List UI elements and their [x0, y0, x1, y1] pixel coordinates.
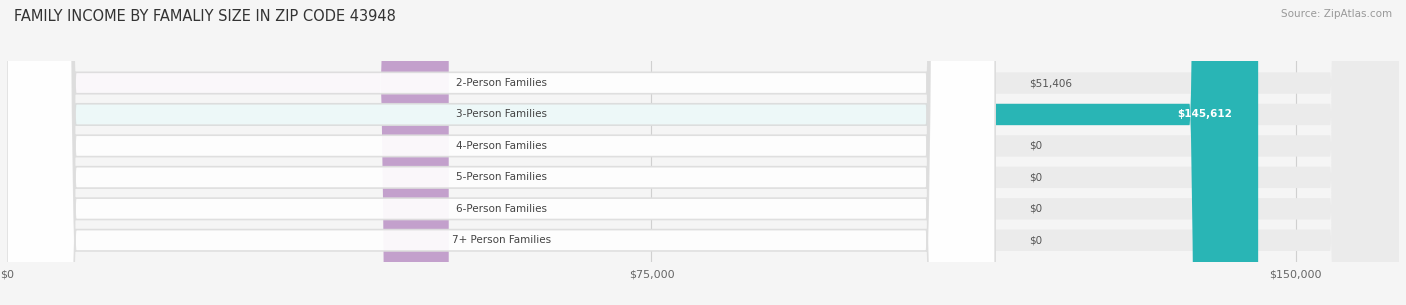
- Text: $0: $0: [1029, 204, 1043, 214]
- Text: $51,406: $51,406: [1029, 78, 1073, 88]
- FancyBboxPatch shape: [7, 0, 449, 305]
- FancyBboxPatch shape: [7, 0, 1399, 305]
- FancyBboxPatch shape: [7, 0, 1399, 305]
- Text: Source: ZipAtlas.com: Source: ZipAtlas.com: [1281, 9, 1392, 19]
- FancyBboxPatch shape: [7, 0, 995, 305]
- Text: 5-Person Families: 5-Person Families: [456, 172, 547, 182]
- FancyBboxPatch shape: [7, 0, 995, 305]
- Text: 6-Person Families: 6-Person Families: [456, 204, 547, 214]
- Text: $0: $0: [1029, 235, 1043, 245]
- FancyBboxPatch shape: [7, 0, 995, 305]
- FancyBboxPatch shape: [7, 0, 1258, 305]
- FancyBboxPatch shape: [7, 0, 1399, 305]
- Text: $0: $0: [1029, 172, 1043, 182]
- FancyBboxPatch shape: [7, 0, 995, 305]
- FancyBboxPatch shape: [7, 0, 1399, 305]
- Text: 3-Person Families: 3-Person Families: [456, 109, 547, 120]
- Text: $0: $0: [1029, 141, 1043, 151]
- Text: $145,612: $145,612: [1177, 109, 1233, 120]
- FancyBboxPatch shape: [7, 0, 995, 305]
- Text: 4-Person Families: 4-Person Families: [456, 141, 547, 151]
- Text: FAMILY INCOME BY FAMALIY SIZE IN ZIP CODE 43948: FAMILY INCOME BY FAMALIY SIZE IN ZIP COD…: [14, 9, 396, 24]
- FancyBboxPatch shape: [7, 0, 1399, 305]
- FancyBboxPatch shape: [7, 0, 995, 305]
- Text: 2-Person Families: 2-Person Families: [456, 78, 547, 88]
- Text: 7+ Person Families: 7+ Person Families: [451, 235, 551, 245]
- FancyBboxPatch shape: [7, 0, 1399, 305]
